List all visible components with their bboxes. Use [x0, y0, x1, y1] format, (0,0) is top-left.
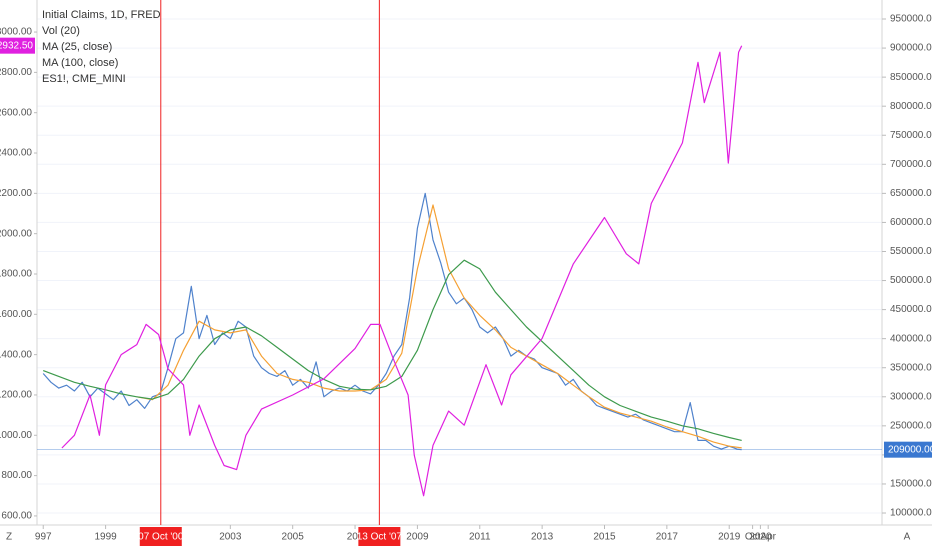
x-tick-label: 2003: [219, 532, 242, 543]
y2-tick-label: 950000.00: [890, 14, 932, 25]
legend-entry: Initial Claims, 1D, FRED: [42, 9, 161, 21]
y-tick-label: 2000.00: [0, 228, 32, 239]
y-tick-label: 800.00: [1, 470, 32, 481]
y-tick-label: 3000.00: [0, 27, 32, 38]
price-box-label: 209000.00: [888, 444, 932, 455]
y-tick-label: 600.00: [1, 511, 32, 522]
series-line: [136, 204, 742, 449]
y2-tick-label: 550000.00: [890, 246, 932, 257]
marker-box: [358, 527, 401, 546]
y-tick-label: 1600.00: [0, 309, 32, 320]
x-tick-label: 200: [347, 532, 364, 543]
y2-tick-label: 650000.00: [890, 188, 932, 199]
x-tick-label: 997: [35, 532, 52, 543]
y2-tick-label: 300000.00: [890, 391, 932, 402]
x-tick-label: 2017: [656, 532, 679, 543]
price-box: [884, 441, 932, 458]
y2-tick-label: 400000.00: [890, 333, 932, 344]
x-tick-label: 2009: [406, 532, 429, 543]
y2-tick-label: 450000.00: [890, 304, 932, 315]
y2-tick-label: 850000.00: [890, 72, 932, 83]
x-tick-label: 1999: [94, 532, 117, 543]
y2-tick-label: 350000.00: [890, 362, 932, 373]
marker-label: 07 Oct '00: [138, 532, 184, 543]
x-tick-label: 2011: [469, 532, 491, 543]
y-tick-label: 2600.00: [0, 107, 32, 118]
y2-tick-label: 250000.00: [890, 420, 932, 431]
legend-entry: ES1!, CME_MINI: [42, 73, 126, 85]
button-right[interactable]: A: [904, 532, 911, 543]
y-tick-label: 1000.00: [0, 430, 32, 441]
x-tick-label: 2005: [282, 532, 305, 543]
y2-tick-label: 700000.00: [890, 159, 932, 170]
x-tick-label: 2020: [749, 532, 772, 543]
y2-tick-label: 500000.00: [890, 275, 932, 286]
x-tick-label: Apr: [760, 532, 776, 543]
legend-entry: MA (25, close): [42, 41, 112, 53]
legend-entry: Vol (20): [42, 25, 80, 37]
marker-box: [139, 527, 182, 546]
y-tick-label: 1800.00: [0, 269, 32, 280]
x-tick-label: 2019: [718, 532, 741, 543]
y-tick-label: 1200.00: [0, 390, 32, 401]
y-tick-label: 2400.00: [0, 148, 32, 159]
button-left[interactable]: Z: [6, 532, 12, 543]
y2-tick-label: 100000.00: [890, 508, 932, 519]
y-tick-label: 2800.00: [0, 67, 32, 78]
series-line: [61, 45, 743, 497]
marker-label: 13 Oct '07: [357, 532, 403, 543]
y2-tick-label: 900000.00: [890, 43, 932, 54]
x-tick-label: 2013: [531, 532, 554, 543]
y2-tick-label: 750000.00: [890, 130, 932, 141]
price-box: [0, 37, 35, 54]
y-tick-label: 2200.00: [0, 188, 32, 199]
legend-entry: MA (100, close): [42, 57, 118, 69]
y2-tick-label: 600000.00: [890, 217, 932, 228]
y-tick-label: 1400.00: [0, 349, 32, 360]
x-tick-label: 2015: [593, 532, 616, 543]
series-line: [42, 192, 742, 451]
series-line: [42, 259, 742, 441]
x-tick-label: Oct: [745, 532, 761, 543]
y2-tick-label: 800000.00: [890, 101, 932, 112]
y2-tick-label: 150000.00: [890, 479, 932, 490]
price-box-label: 2932.50: [0, 40, 33, 51]
